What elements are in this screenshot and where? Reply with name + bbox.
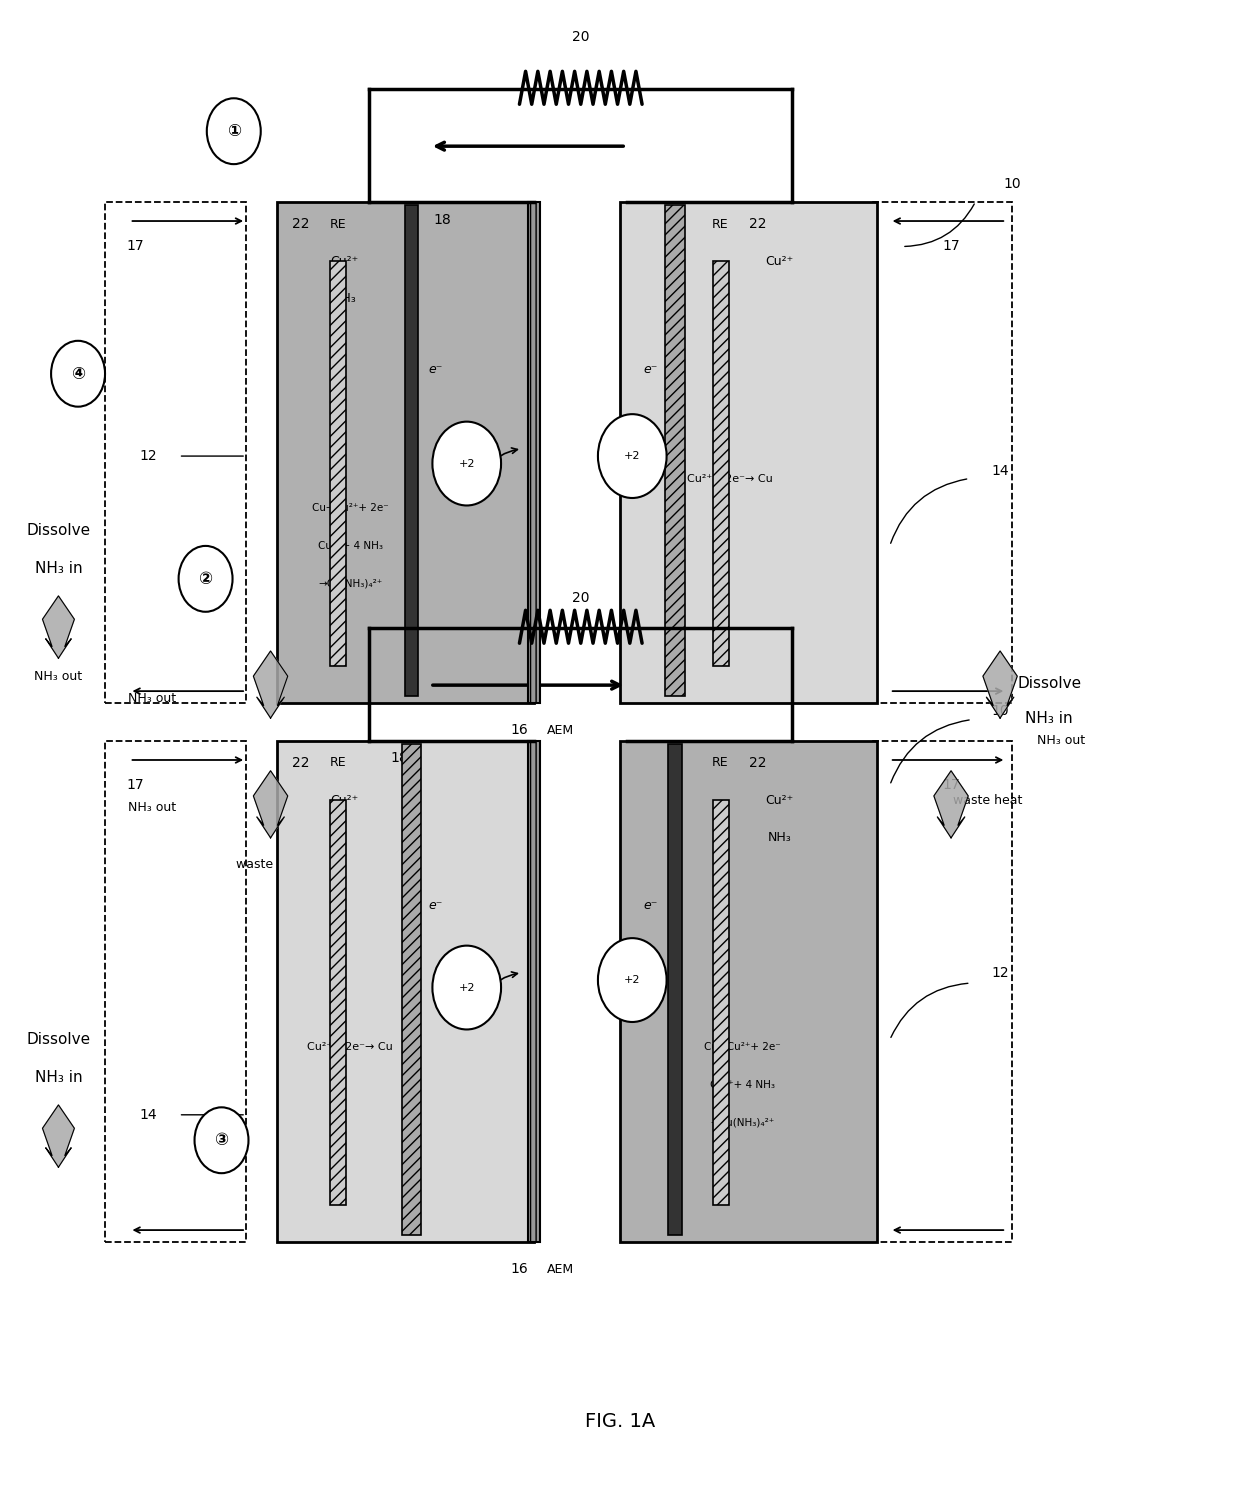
Text: 16: 16 [511,724,528,737]
Text: 20: 20 [572,591,589,606]
Bar [872,201,1012,703]
Text: 20: 20 [572,30,589,44]
Text: +2: +2 [459,458,475,468]
Text: e⁻: e⁻ [429,899,443,911]
Text: Cu²⁺: Cu²⁺ [765,255,794,267]
Text: Cu²⁺+ 4 NH₃: Cu²⁺+ 4 NH₃ [317,541,383,552]
Text: 17: 17 [126,239,145,254]
Text: AEM: AEM [547,1263,574,1275]
Text: Dissolve: Dissolve [26,1032,91,1047]
Text: RE: RE [712,218,729,231]
Text: 10: 10 [1003,177,1022,190]
Bar [402,743,422,1234]
Polygon shape [983,651,1017,718]
Text: NH₃ out: NH₃ out [1038,734,1085,746]
Bar [330,801,346,1204]
Text: →Cu(NH₃)₄²⁺: →Cu(NH₃)₄²⁺ [711,1117,775,1127]
Polygon shape [42,595,74,659]
Text: 22: 22 [749,756,766,771]
Text: 12: 12 [139,449,156,462]
Bar [528,740,541,1242]
Text: Cu²⁺: Cu²⁺ [765,793,794,807]
Polygon shape [253,651,288,718]
Circle shape [598,938,667,1021]
Text: 22: 22 [293,218,310,231]
Text: NH₃ in: NH₃ in [35,561,82,576]
Text: +2: +2 [624,975,641,985]
Text: 22: 22 [749,218,766,231]
Text: Cu→Cu²⁺+ 2e⁻: Cu→Cu²⁺+ 2e⁻ [312,503,388,514]
Circle shape [195,1108,248,1173]
Bar [404,204,418,695]
Bar [713,801,729,1204]
Bar [620,740,878,1242]
Polygon shape [42,1105,74,1166]
Text: e⁻: e⁻ [644,899,658,911]
Circle shape [433,422,501,506]
Bar [620,201,878,703]
Text: NH₃ in: NH₃ in [35,1070,82,1085]
Text: 17: 17 [942,239,960,254]
Text: Dissolve: Dissolve [26,523,91,538]
Bar [105,740,246,1242]
Bar [528,201,541,703]
Text: NH₃ out: NH₃ out [128,801,176,814]
Text: 22: 22 [293,756,310,771]
Bar [713,261,729,666]
Text: 18: 18 [433,213,451,227]
Text: ④: ④ [71,364,86,382]
Text: ③: ③ [215,1132,228,1150]
Text: NH₃ out: NH₃ out [35,669,83,683]
Bar [668,743,682,1234]
Text: Cu²⁺: Cu²⁺ [330,793,358,807]
Bar [277,740,534,1242]
Text: ②: ② [198,570,212,588]
Text: AEM: AEM [547,724,574,736]
Text: FIG. 1A: FIG. 1A [585,1413,655,1431]
Text: waste heat: waste heat [954,793,1023,807]
Text: NH₃ in: NH₃ in [1025,710,1073,725]
Bar [105,201,246,703]
Text: 10: 10 [991,704,1009,718]
Bar [277,201,534,703]
Text: 17: 17 [942,778,960,792]
Text: e⁻: e⁻ [429,363,443,376]
Text: →Cu(NH₃)₄²⁺: →Cu(NH₃)₄²⁺ [319,579,382,588]
Text: 12: 12 [991,966,1009,979]
Text: 16: 16 [511,1262,528,1275]
Circle shape [51,341,105,406]
Text: Cu²⁺: Cu²⁺ [330,255,358,267]
Text: 14: 14 [991,464,1009,477]
Text: Cu²⁺+ 2e⁻→ Cu: Cu²⁺+ 2e⁻→ Cu [308,1043,393,1053]
Text: +2: +2 [624,452,641,461]
Text: NH₃: NH₃ [332,293,356,305]
Circle shape [179,545,233,612]
Circle shape [433,946,501,1029]
Polygon shape [934,771,968,837]
Circle shape [207,98,260,165]
Text: 14: 14 [139,1108,156,1121]
Text: NH₃ out: NH₃ out [128,692,176,706]
Text: +2: +2 [459,982,475,993]
Bar [872,740,1012,1242]
Polygon shape [253,771,288,837]
Text: 18: 18 [391,751,408,766]
Text: NH₃: NH₃ [768,831,791,845]
Text: Cu²⁺+ 4 NH₃: Cu²⁺+ 4 NH₃ [711,1080,775,1089]
Text: Cu²⁺+ 2e⁻→ Cu: Cu²⁺+ 2e⁻→ Cu [687,473,774,484]
Text: 17: 17 [126,778,145,792]
Text: RE: RE [330,218,346,231]
Text: RE: RE [330,757,346,769]
Text: Dissolve: Dissolve [1017,675,1081,691]
Bar [330,261,346,666]
Text: ①: ① [227,122,241,141]
Text: RE: RE [712,757,729,769]
Circle shape [598,414,667,499]
Bar [666,204,684,695]
Text: e⁻: e⁻ [644,363,658,376]
Text: waste heat: waste heat [236,858,305,872]
Text: Cu→Cu²⁺+ 2e⁻: Cu→Cu²⁺+ 2e⁻ [704,1043,781,1053]
